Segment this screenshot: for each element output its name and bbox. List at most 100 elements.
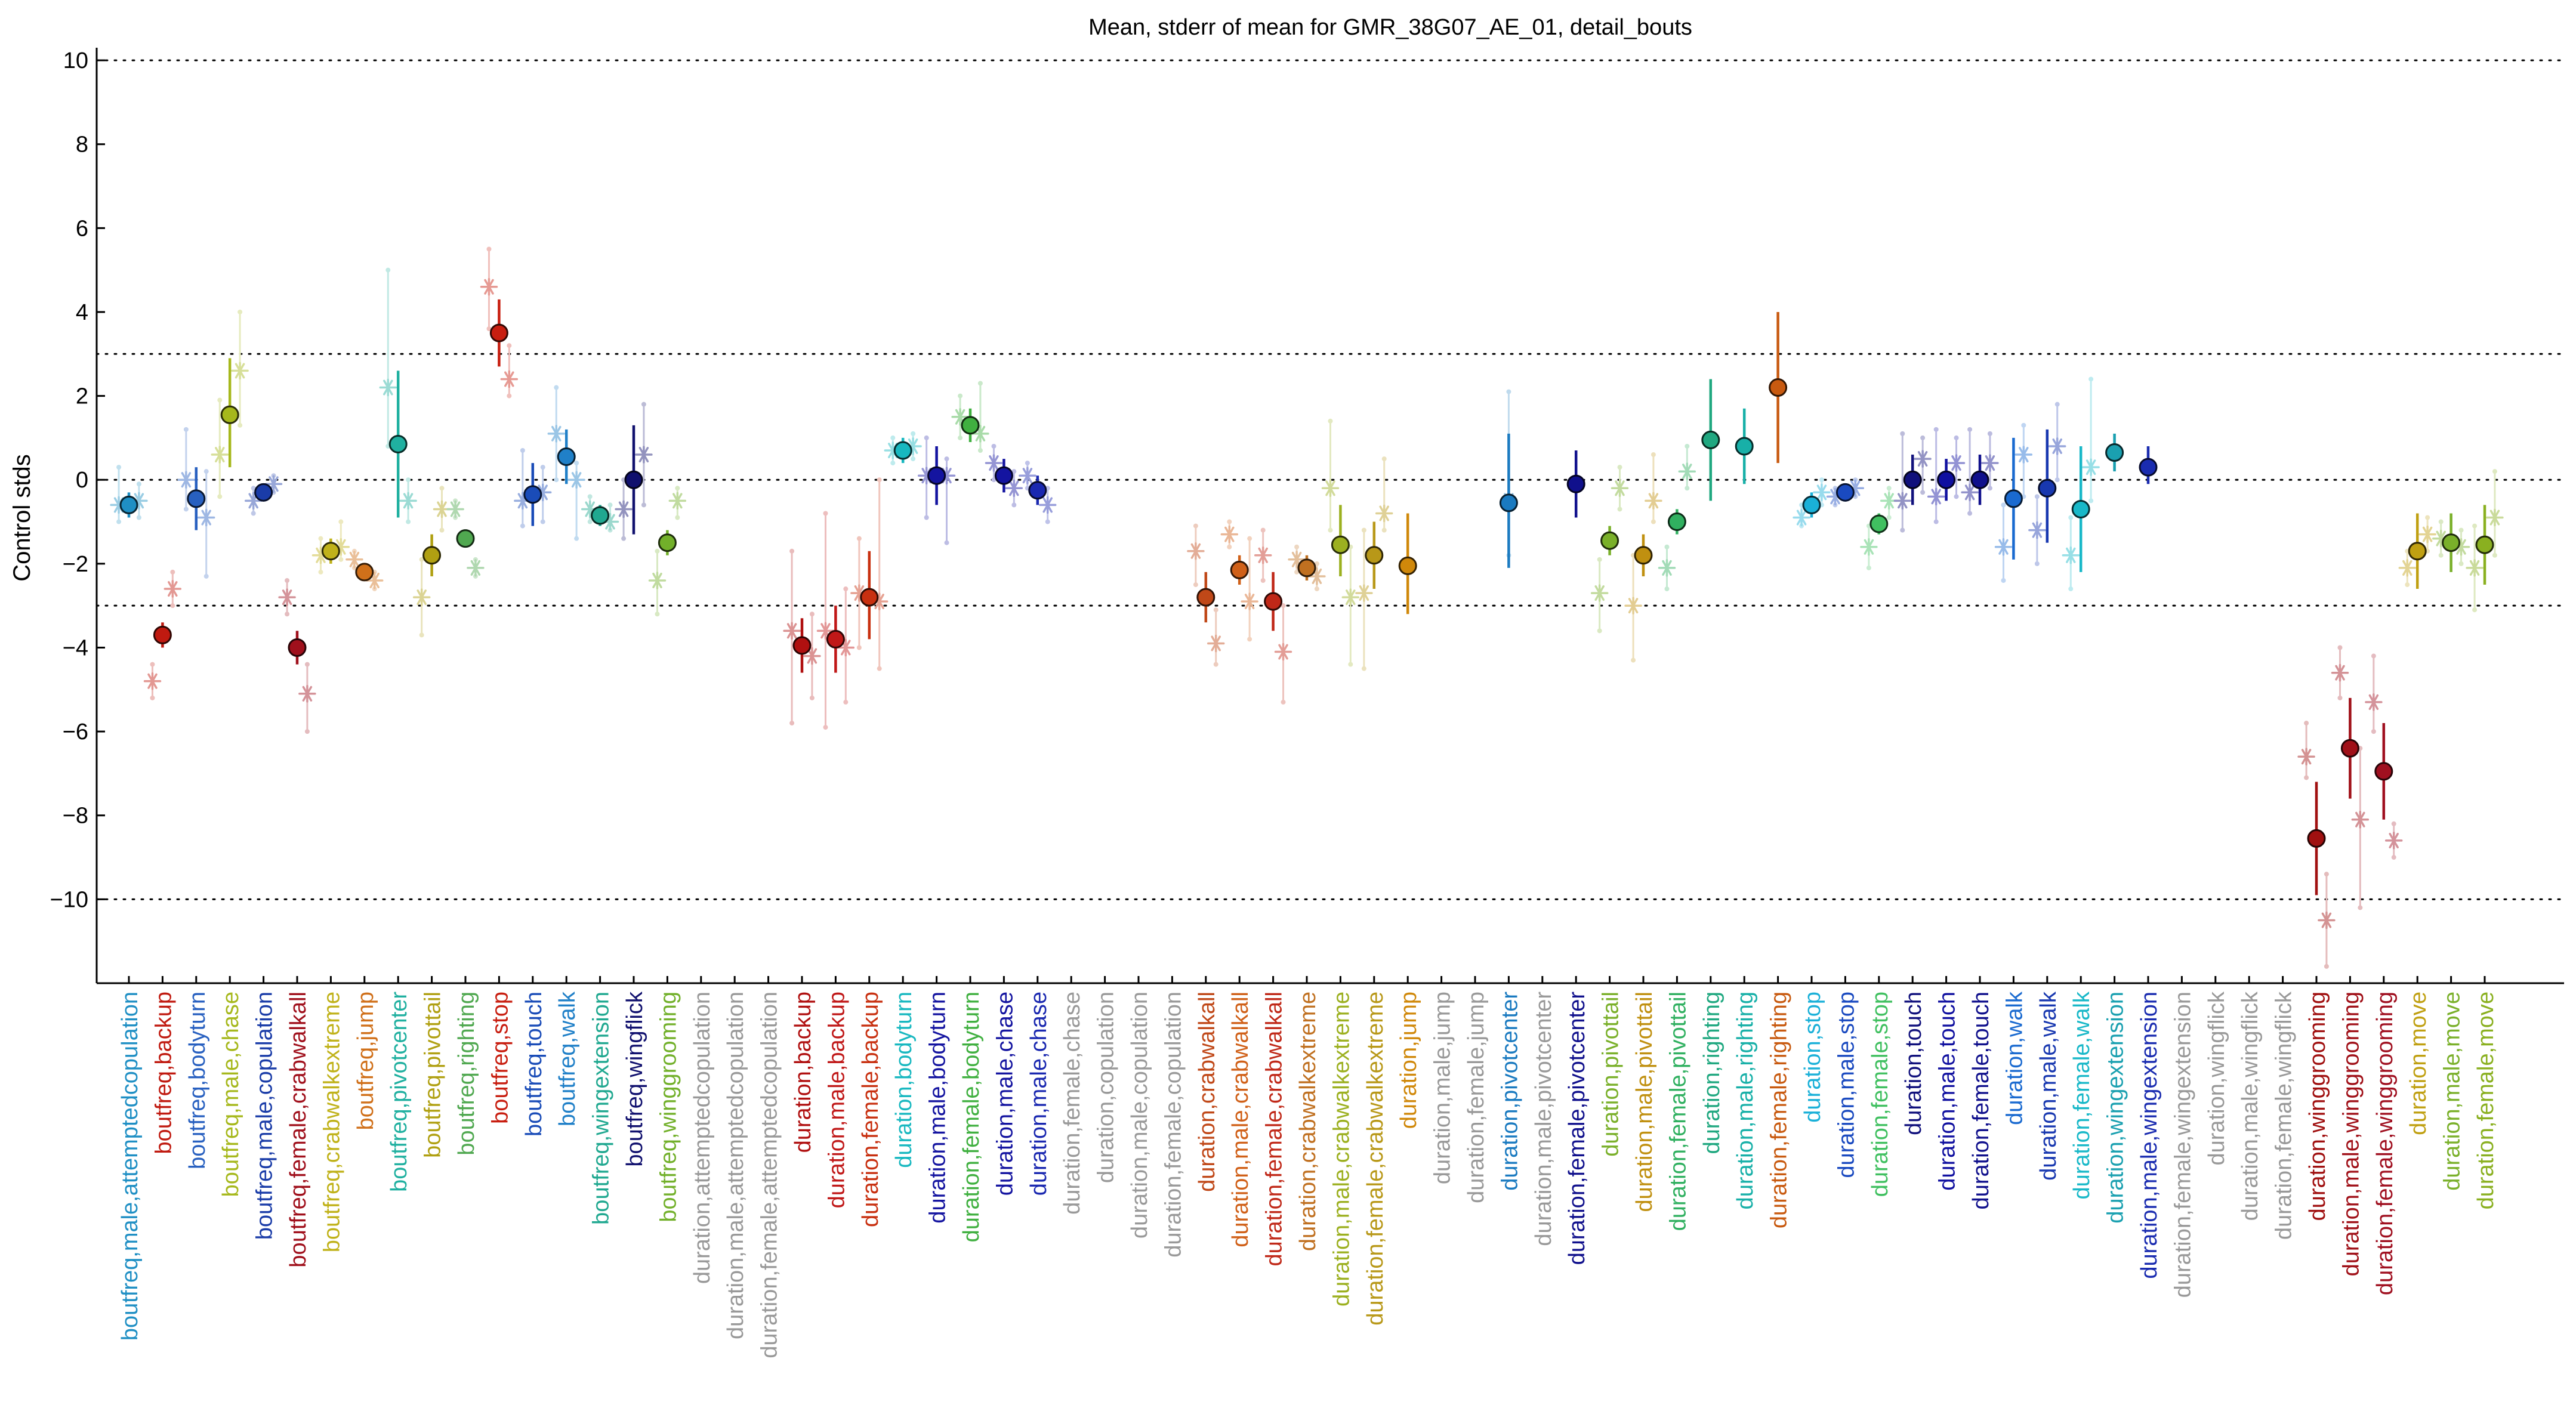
x-tick-label: boutfreq,female,crabwalkall <box>286 992 311 1268</box>
y-tick-label: −4 <box>63 635 88 660</box>
x-tick-label: duration,female,walk <box>2069 991 2094 1200</box>
group-error-cap <box>1954 435 1959 440</box>
group-star-marker <box>177 471 195 489</box>
group-error-cap <box>1597 557 1602 562</box>
group-star-marker <box>2082 458 2100 476</box>
x-tick-label: boutfreq,male,attemptedcopulation <box>118 992 143 1341</box>
group-error-cap <box>1886 515 1892 520</box>
group-star-marker <box>365 572 384 589</box>
x-tick-label: duration,female,wingextension <box>2170 992 2195 1298</box>
group-star-marker <box>567 471 585 489</box>
group-error-cap <box>338 557 344 562</box>
group-error-cap <box>924 515 929 520</box>
group-star-marker <box>1187 542 1205 560</box>
category-marks <box>2398 513 2436 589</box>
group-star-marker <box>1241 592 1258 610</box>
group-error-cap <box>285 578 290 583</box>
category-marks <box>1288 544 1326 592</box>
group-error-cap <box>809 612 815 617</box>
x-tick-label: duration,male,backup <box>824 992 849 1208</box>
mean-marker <box>2071 499 2090 518</box>
mean-marker <box>1769 378 1788 397</box>
x-tick-label: duration,male,attemptedcopulation <box>723 992 748 1339</box>
group-star-marker <box>1846 479 1865 498</box>
group-error-cap <box>2458 561 2464 566</box>
group-star-marker <box>870 592 889 610</box>
group-star-marker <box>783 622 801 640</box>
group-error-cap <box>1651 519 1656 524</box>
group-error-cap <box>1617 507 1622 512</box>
group-error-cap <box>574 461 579 466</box>
x-tick-label: boutfreq,backup <box>151 992 176 1154</box>
x-tick-label: duration,pivotcenter <box>1497 992 1522 1191</box>
category-marks <box>1658 443 1696 592</box>
group-error-cap <box>2088 376 2094 382</box>
group-star-marker <box>2365 693 2383 711</box>
y-tick-label: −2 <box>63 552 88 577</box>
group-error-cap <box>2088 498 2094 504</box>
mean-marker <box>2374 762 2393 781</box>
group-error-cap <box>1193 523 1198 529</box>
group-error-cap <box>136 481 141 487</box>
group-error-cap <box>2304 775 2309 780</box>
group-star-marker <box>904 437 922 455</box>
x-tick-label: duration,female,copulation <box>1161 992 1186 1258</box>
x-tick-label: boutfreq,wingextension <box>589 992 614 1225</box>
group-error-cap <box>607 502 613 508</box>
mean-marker <box>2139 458 2158 477</box>
x-tick-label: duration,male,pivottail <box>1632 992 1657 1212</box>
x-tick-label: duration,male,winggrooming <box>2339 992 2364 1276</box>
y-ticks: 10 8 6 4 2 0 −2 −4 −6 −8 −10 <box>50 48 105 912</box>
mean-marker <box>1499 493 1518 512</box>
group-error-cap <box>911 431 916 436</box>
group-star-marker <box>2432 529 2450 548</box>
category-marks <box>2466 469 2504 613</box>
group-error-cap <box>554 385 559 390</box>
group-error-cap <box>924 435 929 440</box>
category-marks <box>1566 450 1585 518</box>
group-error-cap <box>203 573 209 579</box>
group-error-cap <box>2324 872 2329 877</box>
group-error-cap <box>1631 657 1636 663</box>
group-error-cap <box>1281 699 1286 705</box>
group-error-cap <box>1193 582 1198 588</box>
group-error-cap <box>856 536 862 541</box>
x-tick-label: boutfreq,winggrooming <box>656 992 681 1222</box>
group-error-cap <box>406 519 411 524</box>
group-error-cap <box>285 612 290 617</box>
group-star-marker <box>2014 446 2033 464</box>
category-marks <box>2105 433 2124 472</box>
category-marks <box>816 511 855 730</box>
group-star-marker <box>1678 462 1696 480</box>
category-marks <box>412 486 451 638</box>
group-star-marker <box>1893 492 1912 510</box>
group-star-marker <box>803 647 821 665</box>
group-error-cap <box>1664 586 1670 592</box>
mean-marker <box>927 466 946 485</box>
category-marks <box>514 448 552 529</box>
group-error-cap <box>2492 552 2497 558</box>
category-marks <box>648 486 687 617</box>
group-error-cap <box>1651 452 1656 458</box>
group-error-cap <box>540 465 545 470</box>
group-star-marker <box>2297 748 2315 766</box>
mean-marker <box>2004 489 2023 508</box>
group-error-cap <box>991 477 997 483</box>
x-tick-label: duration,male,copulation <box>1127 992 1152 1239</box>
group-error-cap <box>203 469 209 474</box>
x-tick-label: duration,copulation <box>1094 992 1119 1183</box>
group-error-cap <box>977 448 983 453</box>
x-tick-label: boutfreq,pivotcenter <box>387 992 412 1192</box>
group-error-cap <box>2068 515 2074 520</box>
group-star-marker <box>1308 567 1326 585</box>
category-marks <box>1499 389 1518 568</box>
group-error-cap <box>789 721 795 726</box>
x-tick-label: duration,male,bodyturn <box>925 992 951 1224</box>
mean-marker <box>2038 478 2057 498</box>
group-star-marker <box>1658 559 1676 577</box>
group-error-cap <box>823 511 828 516</box>
category-marks <box>783 548 821 726</box>
group-error-cap <box>587 519 593 524</box>
group-error-cap <box>1361 527 1366 533</box>
